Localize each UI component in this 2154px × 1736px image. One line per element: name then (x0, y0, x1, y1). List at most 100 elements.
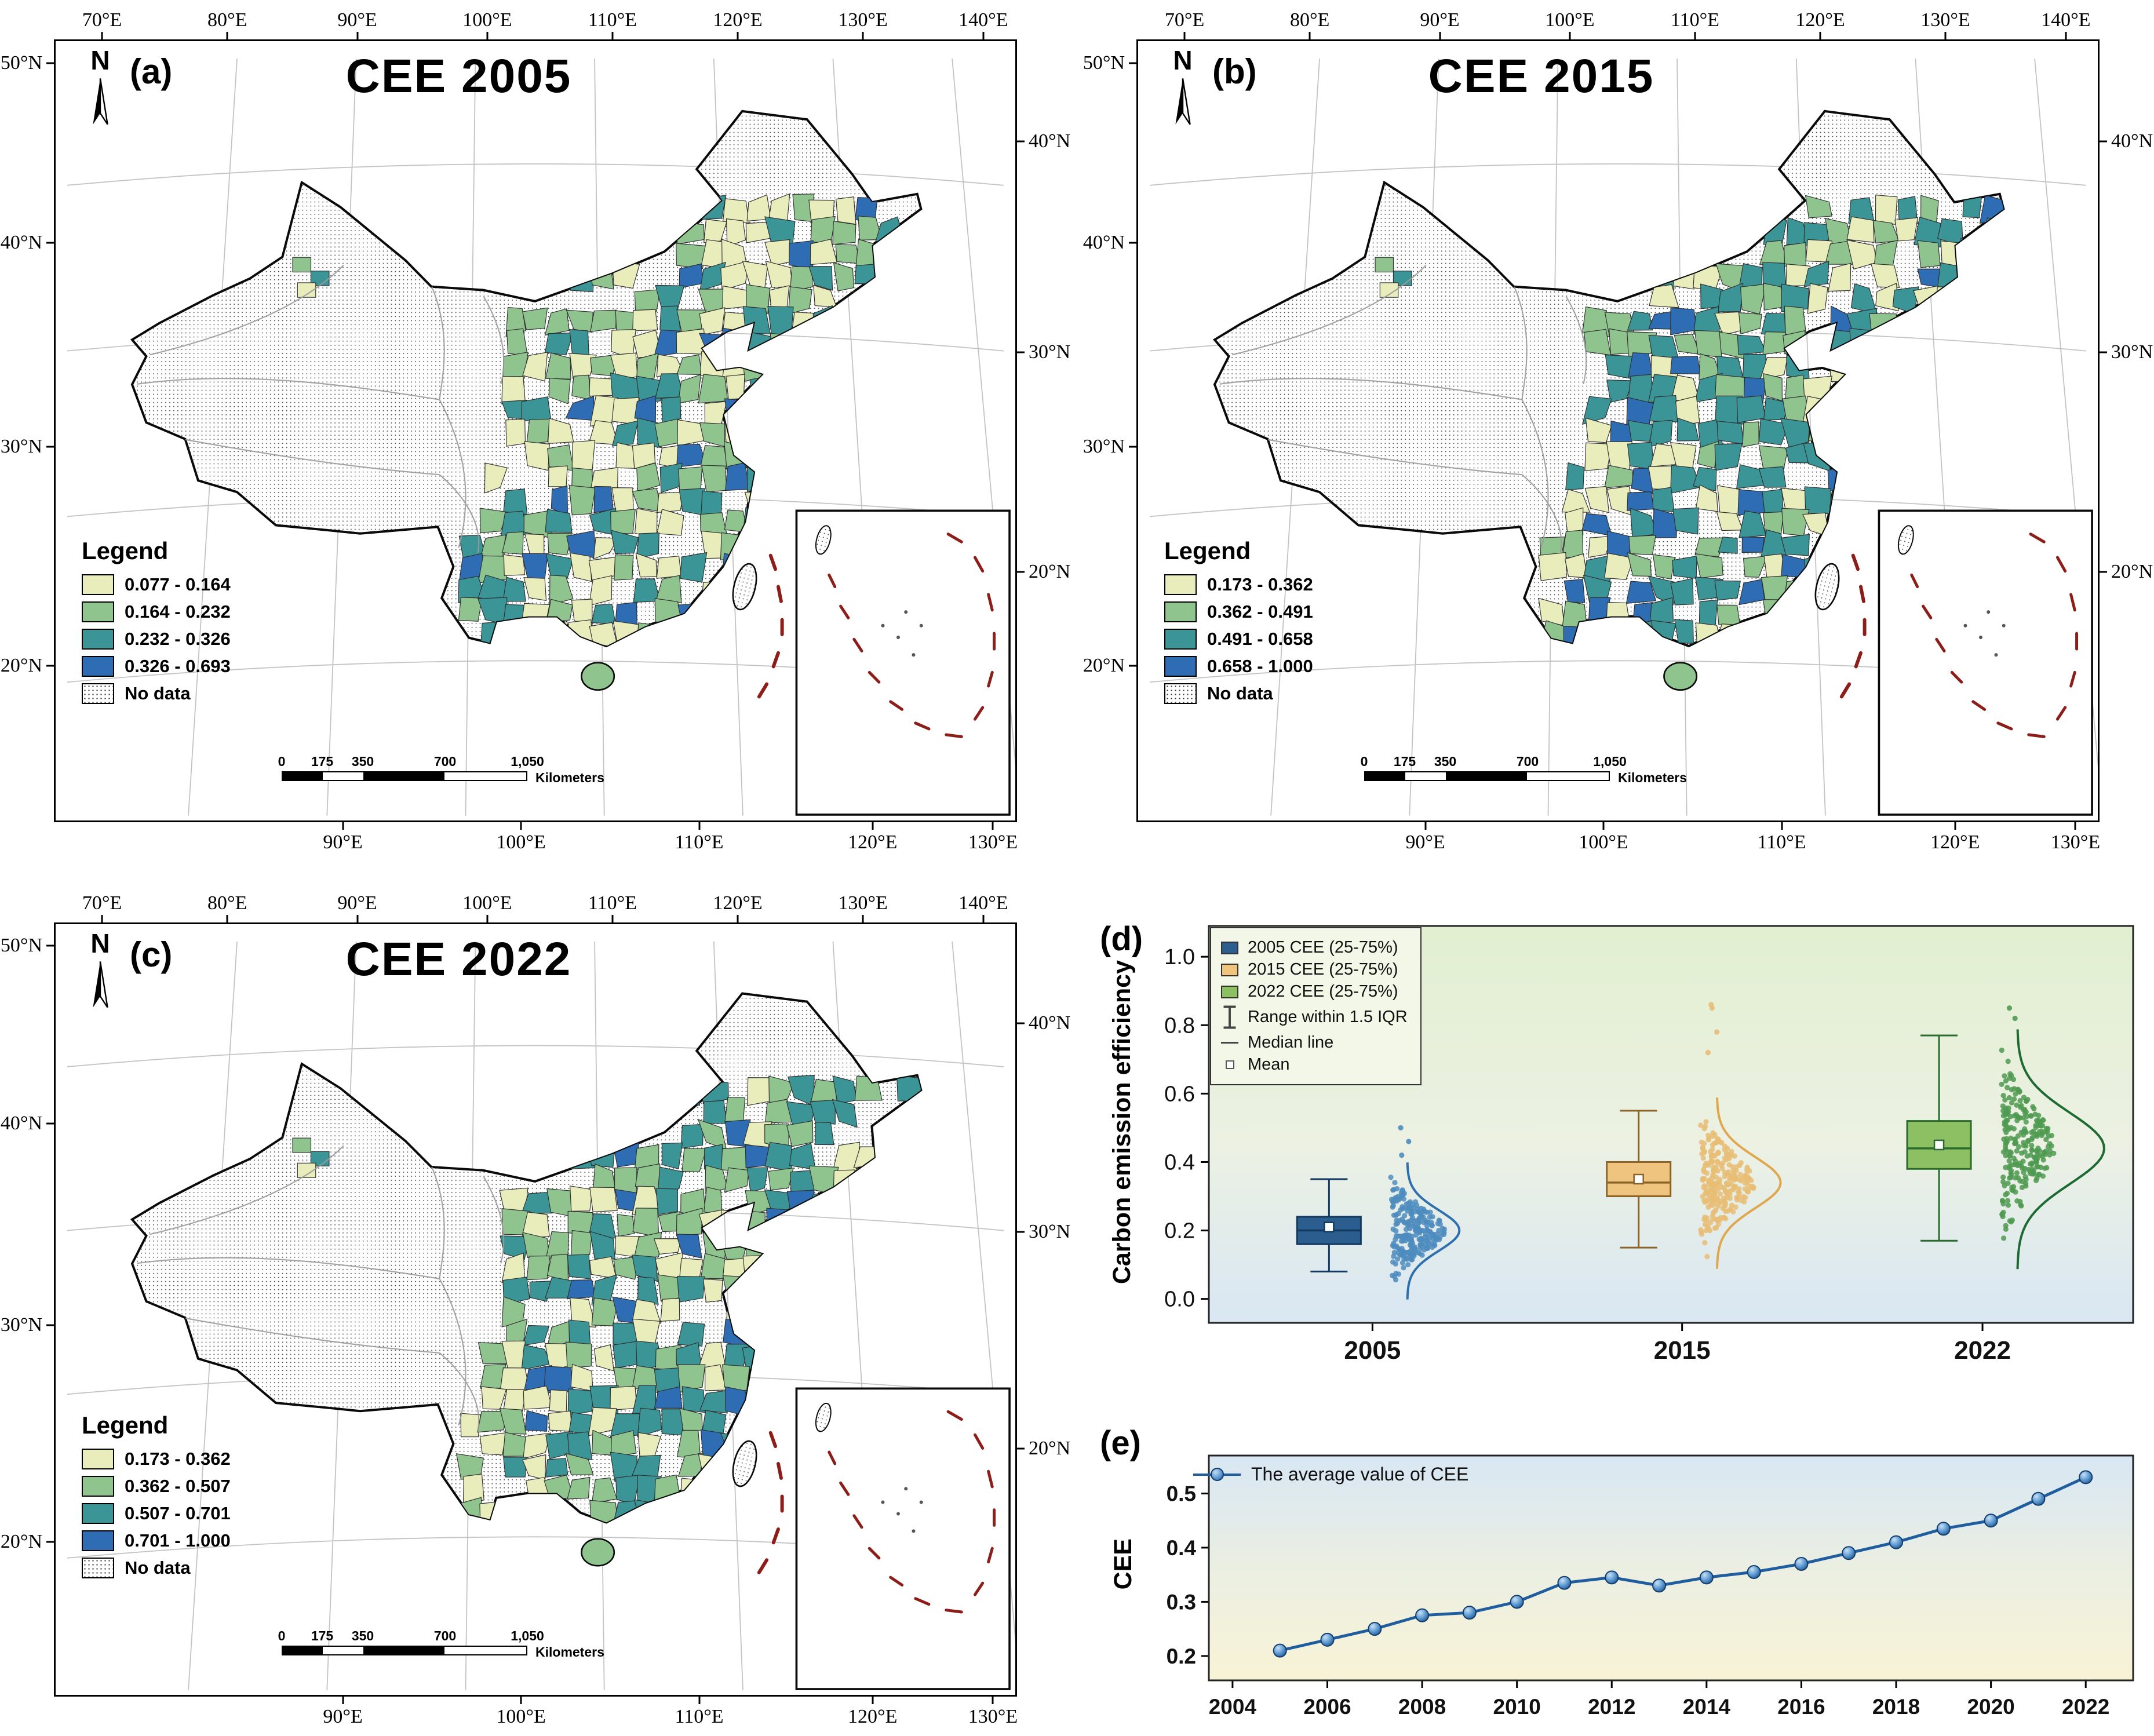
legend-swatch (1164, 656, 1197, 677)
south-china-sea-inset (795, 509, 1011, 816)
axis-label: 100°E (462, 9, 512, 31)
axis-tick (1439, 32, 1441, 39)
legend-item: 0.173 - 0.362 (1164, 574, 1313, 595)
axis-label: 140°E (958, 892, 1008, 914)
axis-label: 120°E (1795, 9, 1845, 31)
axis-tick (46, 62, 54, 64)
axis-tick (46, 665, 54, 667)
axis-tick (1017, 351, 1025, 353)
axis-tick (982, 32, 985, 39)
axis-tick (46, 1324, 54, 1326)
axis-label: 90°E (337, 892, 377, 914)
no-data-swatch (1164, 683, 1197, 704)
map-panel-b: N (b) CEE 2015 Legend 0.173 - 0.362 0.36… (1083, 3, 2153, 858)
axis-tick (520, 1697, 522, 1704)
legend-label: 0.232 - 0.326 (125, 629, 231, 649)
legend-label: No data (125, 1558, 191, 1578)
axis-tick (46, 944, 54, 947)
mean-2015 (1633, 1173, 1644, 1185)
scatter-2005 (1388, 1125, 1448, 1283)
scalebar: 0 175 350 700 1,050 Kilometers (278, 1628, 618, 1663)
map-frame: N (c) CEE 2022 Legend 0.173 - 0.362 0.36… (54, 922, 1017, 1697)
axis-tick (101, 32, 103, 39)
legend-label: The average value of CEE (1251, 1464, 1469, 1485)
axis-tick (520, 822, 522, 830)
axis-label: 110°E (1670, 9, 1720, 31)
axis-tick (226, 915, 228, 922)
svg-text:2012: 2012 (1588, 1695, 1635, 1719)
map-panel-a: N (a) CEE 2005 Legend 0.077 - 0.164 0.16… (1, 3, 1070, 858)
axis-label: 50°N (1083, 52, 1125, 74)
line-chart-plot-area: 2004 2006 2008 2010 2012 2014 2016 2018 2020 2022… (1154, 1449, 2139, 1727)
legend-swatch (82, 1530, 114, 1551)
legend-swatch (1164, 601, 1197, 622)
scalebar-number: 1,050 (511, 1628, 544, 1643)
data-point-marker (1605, 1570, 1619, 1585)
svg-text:2018: 2018 (1872, 1695, 1920, 1719)
province-borders (137, 1145, 505, 1431)
legend-title: Legend (82, 537, 169, 564)
axis-label: 120°E (1930, 831, 1980, 853)
legend-label: 0.173 - 0.362 (1207, 574, 1313, 595)
axis-tick (1424, 822, 1427, 830)
iqr-range-icon (1219, 1004, 1240, 1030)
legend-item-no-data: No data (1164, 683, 1313, 704)
legend-item: Median line (1219, 1033, 1408, 1052)
axis-tick (1309, 32, 1311, 39)
map-legend: Legend 0.077 - 0.164 0.164 - 0.232 0.232… (82, 537, 231, 710)
boxplot-plot-area: 0.0 0.2 0.4 0.6 0.8 1.0 2005 2015 2022 2005 CEE … (1154, 917, 2139, 1410)
axis-label: 40°N (1029, 1012, 1071, 1034)
scalebar-number: 175 (1393, 754, 1416, 769)
scalebar-number: 350 (351, 1628, 374, 1643)
axis-label: 80°E (207, 892, 247, 914)
density-curve-2005 (1406, 1162, 1461, 1300)
scalebar-number: 700 (1516, 754, 1539, 769)
taiwan-island (732, 1440, 757, 1487)
data-point-marker (1794, 1556, 1809, 1571)
axis-tick (698, 1697, 701, 1704)
hainan-island (1663, 662, 1698, 691)
legend-swatch (82, 601, 114, 622)
no-data-swatch (82, 683, 114, 704)
scalebar-bar (282, 1646, 527, 1655)
axis-tick (1129, 665, 1136, 667)
north-arrow-icon (1175, 78, 1191, 125)
north-arrow-icon (93, 78, 108, 125)
china-map-canvas (56, 924, 1015, 1695)
axis-label: 110°E (588, 9, 637, 31)
axis-label: 20°N (2111, 560, 2153, 582)
legend-title: Legend (1164, 537, 1251, 564)
axis-label: 110°E (675, 1706, 724, 1727)
axis-label: 50°N (0, 52, 42, 74)
box-swatch-icon (1219, 985, 1240, 998)
legend-swatch (1164, 629, 1197, 650)
axis-label: 70°E (82, 892, 122, 914)
data-point-marker (1842, 1546, 1856, 1560)
legend-item: 0.232 - 0.326 (82, 629, 231, 650)
data-point-marker (1368, 1622, 1382, 1636)
axis-label: 40°N (2111, 130, 2153, 152)
axis-tick (342, 822, 344, 830)
svg-text:0.3: 0.3 (1167, 1590, 1196, 1614)
axis-tick (356, 32, 359, 39)
svg-text:2022: 2022 (1954, 1336, 2011, 1365)
scalebar-number: 700 (433, 1628, 457, 1643)
axis-label: 90°E (337, 9, 377, 31)
nine-dash-line (757, 1431, 784, 1574)
svg-text:2022: 2022 (2062, 1695, 2109, 1719)
data-point-marker (2031, 1491, 2046, 1506)
axis-label: 120°E (848, 1706, 898, 1727)
map-frame: N (b) CEE 2015 Legend 0.173 - 0.362 0.36… (1136, 39, 2100, 822)
axis-tick (737, 915, 739, 922)
legend-item: Range within 1.5 IQR (1219, 1004, 1408, 1030)
axis-tick (1569, 32, 1571, 39)
axis-label: 80°E (1289, 9, 1330, 31)
legend-item-no-data: No data (82, 1558, 231, 1578)
north-label: N (1173, 45, 1193, 75)
axis-tick (342, 1697, 344, 1704)
china-map-svg (1149, 59, 2098, 816)
legend-item: 0.173 - 0.362 (82, 1449, 231, 1469)
legend-swatch (82, 1449, 114, 1469)
map-title: CEE 2022 (345, 933, 572, 986)
axis-tick (992, 822, 994, 830)
